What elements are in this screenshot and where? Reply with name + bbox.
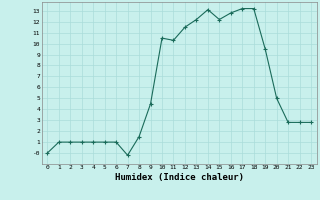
X-axis label: Humidex (Indice chaleur): Humidex (Indice chaleur) xyxy=(115,173,244,182)
